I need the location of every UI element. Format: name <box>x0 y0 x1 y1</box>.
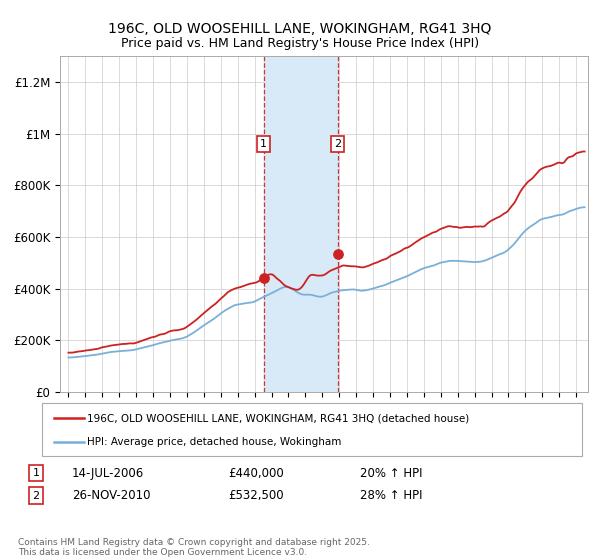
Text: 2: 2 <box>334 139 341 149</box>
Text: 20% ↑ HPI: 20% ↑ HPI <box>360 466 422 480</box>
Point <box>259 274 269 283</box>
Text: 14-JUL-2006: 14-JUL-2006 <box>72 466 144 480</box>
Text: £532,500: £532,500 <box>228 489 284 502</box>
Point <box>333 250 343 259</box>
Text: 28% ↑ HPI: 28% ↑ HPI <box>360 489 422 502</box>
Text: Price paid vs. HM Land Registry's House Price Index (HPI): Price paid vs. HM Land Registry's House … <box>121 38 479 50</box>
Text: 196C, OLD WOOSEHILL LANE, WOKINGHAM, RG41 3HQ (detached house): 196C, OLD WOOSEHILL LANE, WOKINGHAM, RG4… <box>87 413 469 423</box>
Text: 26-NOV-2010: 26-NOV-2010 <box>72 489 151 502</box>
Text: HPI: Average price, detached house, Wokingham: HPI: Average price, detached house, Woki… <box>87 436 341 446</box>
Bar <box>264 56 338 392</box>
Text: Contains HM Land Registry data © Crown copyright and database right 2025.
This d: Contains HM Land Registry data © Crown c… <box>18 538 370 557</box>
Text: 1: 1 <box>260 139 267 149</box>
Text: £440,000: £440,000 <box>228 466 284 480</box>
Text: 1: 1 <box>32 468 40 478</box>
Text: 2: 2 <box>32 491 40 501</box>
Text: 196C, OLD WOOSEHILL LANE, WOKINGHAM, RG41 3HQ: 196C, OLD WOOSEHILL LANE, WOKINGHAM, RG4… <box>109 22 491 36</box>
